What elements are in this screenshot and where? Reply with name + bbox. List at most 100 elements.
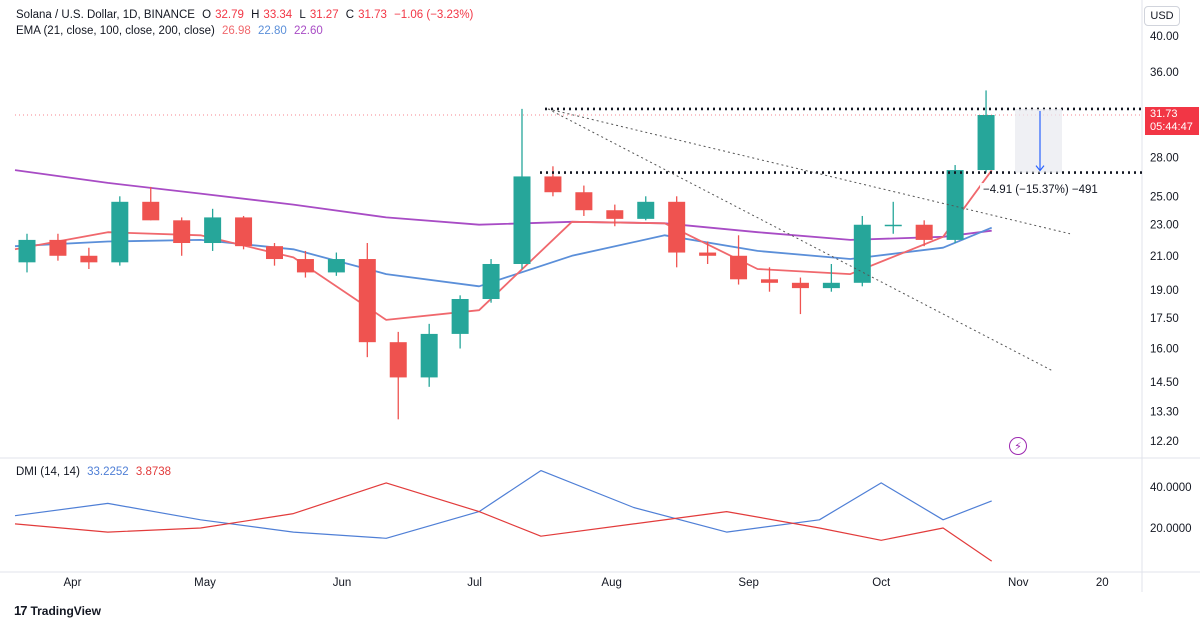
dmi-minus-value: 3.8738 (135, 466, 172, 478)
ema-100-path (14, 226, 993, 288)
time-tick-label: Oct (872, 577, 891, 589)
open-value: 32.79 (215, 9, 244, 21)
trend-line-lower (547, 108, 1053, 371)
bar-countdown: 05:44:47 (1150, 121, 1193, 133)
candle-body (668, 201, 686, 253)
candle-body (265, 246, 283, 260)
candle-body (946, 170, 964, 240)
candle-body (420, 333, 438, 378)
candle-body (513, 176, 531, 264)
open-label: O (202, 9, 212, 21)
high-value: 33.34 (263, 9, 293, 21)
ema-title: EMA (21, close, 100, close, 200, close) (16, 25, 215, 37)
time-tick-label: Apr (64, 577, 82, 589)
price-tick-label: 36.00 (1150, 67, 1179, 79)
candle-body (235, 217, 253, 247)
measure-box (1015, 108, 1062, 173)
candle-body (575, 192, 593, 211)
candle-body (451, 299, 469, 334)
dmi-minus-line (14, 482, 993, 562)
measure-arrow-head (1035, 165, 1045, 172)
lightning-icon[interactable]: ⚡ (1009, 437, 1027, 455)
candles (18, 90, 995, 420)
candle-body (204, 217, 222, 244)
price-tick-label: 19.00 (1150, 285, 1179, 297)
high-label: H (251, 9, 260, 21)
price-tick-label: 21.00 (1150, 251, 1179, 263)
candle-body (49, 239, 67, 256)
dmi-legend[interactable]: DMI (14, 14) 33.2252 3.8738 (16, 466, 175, 478)
candle-body (822, 282, 840, 289)
dmi-plus-value: 33.2252 (87, 466, 129, 478)
ema21-value: 26.98 (222, 25, 251, 37)
candle-body (18, 239, 36, 263)
tradingview-logo[interactable]: 17 TradingView (14, 603, 101, 618)
dmi-plus-line (14, 470, 992, 539)
symbol-title[interactable]: Solana / U.S. Dollar, 1D, BINANCE (16, 9, 195, 21)
dmi-pane (14, 470, 993, 562)
candle-body (606, 210, 624, 219)
candle-body (296, 259, 314, 273)
low-label: L (299, 9, 306, 21)
price-tick-label: 14.50 (1150, 377, 1179, 389)
last-price: 31.73 (1150, 108, 1178, 120)
price-tick-label: 17.50 (1150, 313, 1179, 325)
ema21-line (14, 169, 993, 321)
price-tick-label: 23.00 (1150, 220, 1179, 232)
close-value: 31.73 (358, 9, 387, 21)
tv-logo-icon: 17 (14, 603, 28, 618)
low-value: 31.27 (309, 9, 339, 21)
time-tick-label: Nov (1008, 577, 1029, 589)
candle-body (482, 263, 500, 300)
price-tick-label: 13.30 (1150, 407, 1179, 419)
time-tick-label: Jul (467, 577, 482, 589)
time-tick-label: Sep (738, 577, 758, 589)
symbol-legend: Solana / U.S. Dollar, 1D, BINANCE O 32.79… (16, 9, 477, 21)
tv-logo-text: TradingView (30, 603, 101, 618)
time-tick-label: May (194, 577, 216, 589)
candle-body (637, 201, 655, 219)
ema100-line (14, 226, 993, 288)
ema100-value: 22.80 (257, 25, 287, 37)
candle-body (358, 259, 376, 343)
price-tick-label: 40.00 (1150, 31, 1179, 43)
candle-body (544, 176, 562, 193)
candle-body (327, 259, 345, 273)
candle-body (915, 224, 933, 240)
ema-21-path (14, 169, 993, 321)
ema200-line (14, 169, 992, 241)
close-label: C (345, 9, 355, 21)
candle-body (884, 224, 902, 227)
candle-body (977, 114, 995, 171)
candle-body (389, 342, 407, 378)
candle-body (173, 220, 191, 244)
time-tick-label: Aug (601, 577, 621, 589)
measure-label: −4.91 (−15.37%) −491 (980, 183, 1101, 197)
time-tick-label: 20 (1096, 577, 1109, 589)
candle-body (730, 255, 748, 280)
change-value: −1.06 (−3.23%) (394, 9, 474, 21)
candle-body (853, 224, 871, 283)
candle-body (699, 252, 717, 256)
ema200-value: 22.60 (293, 25, 323, 37)
price-tick-label: 12.20 (1150, 436, 1179, 448)
time-tick-label: Jun (333, 577, 352, 589)
price-grid (0, 0, 1200, 592)
currency-button[interactable]: USD (1144, 6, 1180, 26)
price-tick-label: 25.00 (1150, 191, 1179, 203)
dmi-tick-label: 20.0000 (1150, 523, 1192, 535)
candle-body (80, 255, 98, 263)
ema-200-path (14, 169, 992, 241)
candle-body (791, 282, 809, 289)
candle-body (142, 201, 160, 221)
price-tick-label: 28.00 (1150, 153, 1179, 165)
price-tick-label: 16.00 (1150, 344, 1179, 356)
dmi-tick-label: 40.0000 (1150, 482, 1192, 494)
ema-legend[interactable]: EMA (21, close, 100, close, 200, close) … (16, 25, 327, 37)
candle-body (111, 201, 129, 263)
drawings[interactable] (15, 107, 1142, 371)
last-price-tag: 31.73 05:44:47 (1145, 107, 1199, 135)
dmi-title: DMI (14, 14) (16, 466, 80, 478)
candle-body (760, 279, 778, 283)
